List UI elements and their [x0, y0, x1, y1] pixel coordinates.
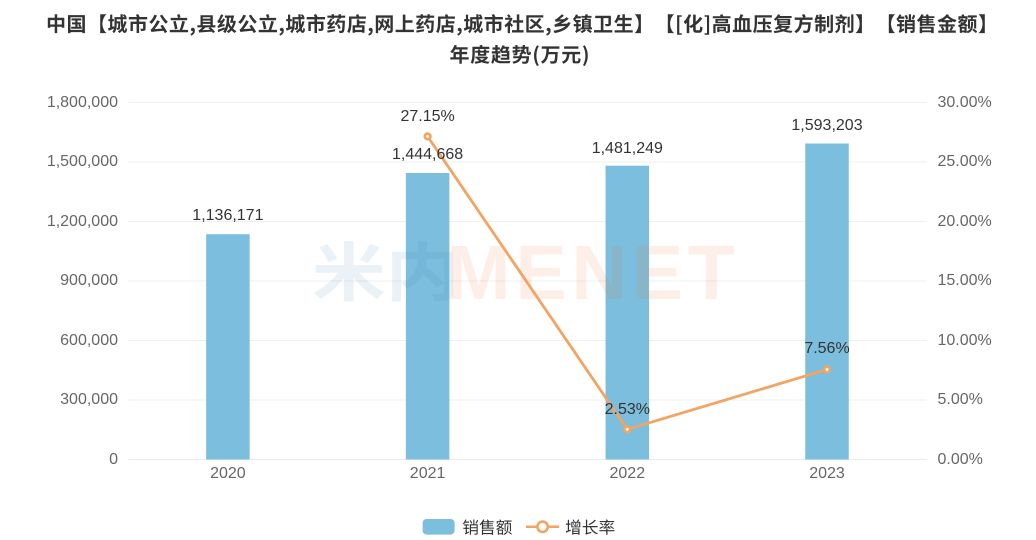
svg-text:MENET: MENET — [447, 230, 740, 316]
